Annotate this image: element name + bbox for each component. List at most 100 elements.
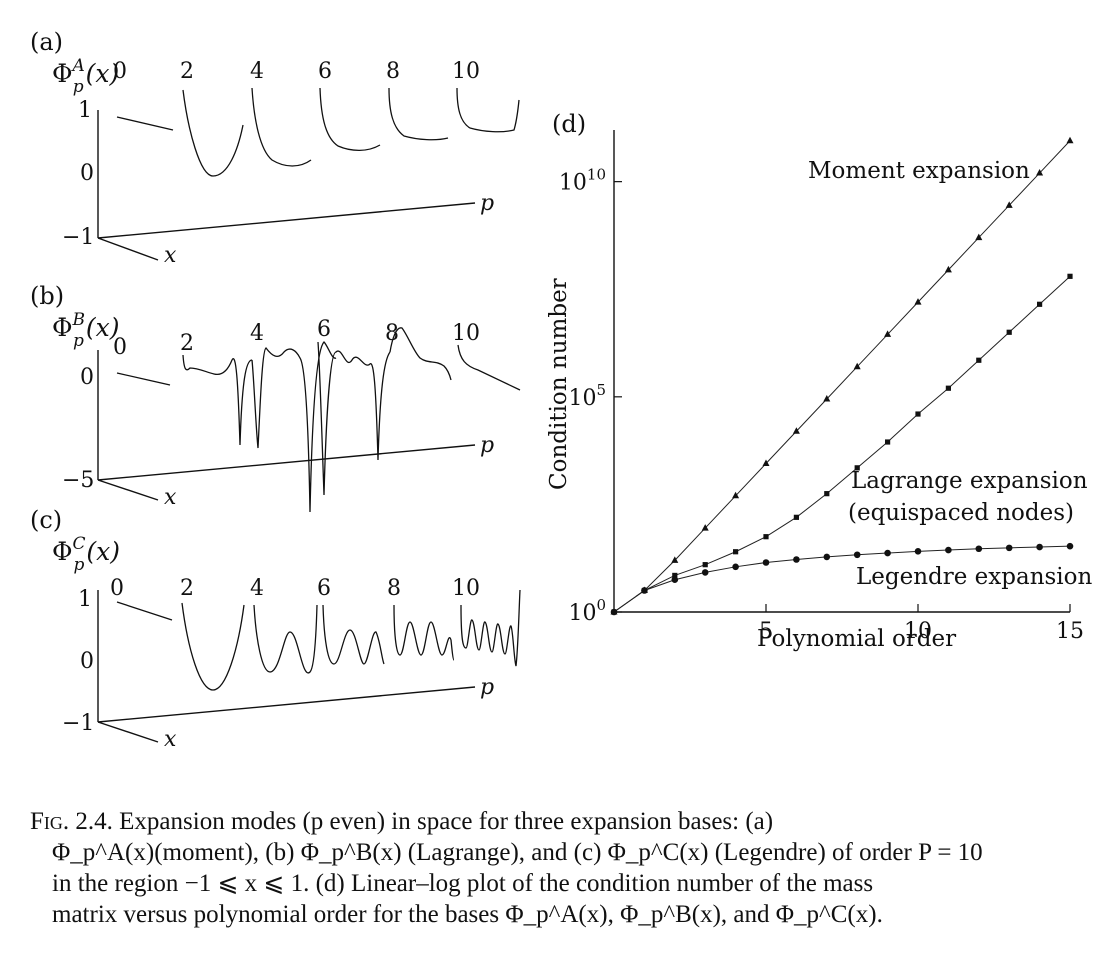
x-tick-label-10: 10 [904, 619, 932, 644]
chart-series [610, 136, 1074, 616]
panel-c-mode-6: 6 [317, 576, 331, 601]
panel-c-x-axis [97, 721, 159, 743]
series-1-point-7 [824, 491, 830, 497]
series-0-point-7 [823, 394, 831, 402]
panel-a-curve-10 [456, 87, 520, 133]
series-1-point-9 [885, 439, 891, 445]
panel-a-curve-0 [116, 116, 174, 131]
panel-a-mode-6: 6 [318, 59, 332, 84]
y-tick-label-0: 100 [568, 596, 606, 626]
series-0-point-2 [671, 556, 679, 563]
y-tick-label-10: 1010 [559, 166, 606, 196]
panel-b-mode-0: 0 [113, 335, 127, 360]
panel-a-x-label: x [164, 243, 177, 268]
series-2-point-7 [823, 553, 831, 561]
series-2-point-12 [975, 545, 983, 553]
legend-lagrange-line2: (equispaced nodes) [848, 500, 1074, 526]
panel-a-p-label: p [480, 191, 494, 216]
series-0-point-11 [944, 265, 952, 273]
panel-c-curve-8 [393, 604, 455, 661]
series-1-point-8 [854, 465, 860, 471]
chart-y-label: Condition number [546, 278, 572, 490]
panel-b-mode-4: 4 [250, 321, 264, 346]
series-1-point-14 [1037, 301, 1043, 307]
caption-line-4: matrix versus polynomial order for the b… [52, 901, 883, 928]
x-tick-label-15: 15 [1056, 619, 1084, 644]
panel-b-mode-10: 10 [452, 321, 480, 346]
panel-a-mode-0: 0 [113, 59, 127, 84]
panel-b-curve-6 [317, 341, 391, 496]
panel-b-mode-2: 2 [180, 331, 194, 356]
panel-b-x-axis [97, 479, 159, 501]
panel-c: (c) ΦC p(x) 1 0 −1 p x 0 2 4 6 8 10 [30, 506, 521, 752]
chart-x-ticks: 5 10 15 [759, 604, 1084, 644]
series-1-point-5 [763, 534, 769, 540]
series-1-point-10 [915, 411, 921, 417]
series-0-point-3 [701, 524, 709, 531]
legend-legendre: Legendre expansion [856, 564, 1093, 590]
series-1-point-12 [976, 357, 982, 363]
panel-a: (a) ΦA p(x) 1 0 −1 p x 0 2 4 6 8 10 [30, 28, 520, 268]
panel-a-p-axis [97, 202, 476, 239]
panel-d-chart: (d) 5 10 15 100 105 1010 Polynomial order Co… [546, 110, 1093, 652]
series-line-2 [613, 545, 1071, 613]
series-line-1 [613, 275, 1071, 613]
legend-lagrange: Lagrange expansion [851, 468, 1088, 494]
series-0-point-15 [1066, 136, 1074, 144]
series-2-point-0 [610, 608, 618, 616]
series-2-point-14 [1036, 543, 1043, 551]
series-0-point-6 [792, 427, 800, 434]
series-0-point-8 [853, 362, 861, 370]
panel-c-curve-10 [460, 589, 521, 667]
series-2-point-9 [884, 549, 891, 557]
panel-a-curve-2 [182, 89, 244, 177]
panel-a-ztick-0: 0 [80, 161, 94, 186]
series-2-point-10 [914, 548, 922, 555]
panel-a-ztick-m1: −1 [62, 225, 94, 250]
panel-a-curve-8 [388, 87, 449, 141]
series-2-point-3 [701, 569, 709, 576]
caption-line-3: in the region −1 ⩽ x ⩽ 1. (d) Linear–log… [52, 870, 874, 897]
panel-c-p-axis [97, 686, 476, 723]
panel-b-curve-0 [116, 372, 171, 386]
series-1-point-6 [793, 514, 799, 520]
series-2-point-6 [793, 556, 800, 563]
panel-b-p-label: p [480, 433, 494, 458]
chart-x-label: Polynomial order [757, 626, 956, 652]
series-1-point-2 [672, 572, 678, 579]
series-1-point-13 [1006, 329, 1012, 335]
series-0-point-14 [1036, 169, 1044, 176]
figure-caption: Fig. 2.4. Expansion modes (p even) in sp… [30, 806, 1086, 930]
series-2-point-1 [641, 587, 648, 594]
series-2-point-15 [1066, 542, 1074, 550]
panel-c-mode-10: 10 [452, 576, 480, 601]
panel-a-curve-4 [251, 87, 312, 167]
panel-c-curve-2 [181, 602, 245, 691]
panel-b: (b) ΦB p(x) 0 −5 p x 0 2 4 6 8 10 [30, 282, 521, 513]
panel-a-function-label: ΦA p(x) [52, 56, 119, 97]
series-1-point-4 [733, 549, 739, 555]
caption-lead: Fig. 2.4. [30, 808, 113, 835]
series-1-point-3 [702, 562, 708, 568]
caption-line-2: Φ_p^A(x)(moment), (b) Φ_p^B(x) (Lagrange… [52, 839, 983, 866]
series-0-point-10 [914, 298, 922, 305]
legend-moment: Moment expansion [808, 158, 1030, 184]
chart-y-ticks: 100 105 1010 [559, 166, 622, 626]
panel-c-ztick-m1: −1 [62, 711, 94, 736]
panel-a-curve-6 [319, 87, 381, 152]
panel-b-mode-8: 8 [385, 321, 399, 346]
panel-c-curve-6 [322, 604, 385, 665]
panel-b-x-label: x [164, 485, 177, 510]
panel-c-x-label: x [164, 727, 177, 752]
figure: (a) ΦA p(x) 1 0 −1 p x 0 2 4 6 8 10 (b) [30, 28, 1093, 752]
y-tick-label-5: 105 [568, 381, 606, 411]
panel-b-letter: (b) [30, 282, 64, 310]
panel-b-ztick-m5: −5 [62, 468, 94, 493]
panel-c-function-label: ΦC p(x) [52, 534, 120, 575]
panel-b-ztick-0: 0 [80, 365, 94, 390]
series-line-0 [613, 140, 1071, 613]
panel-b-function-label: ΦB p(x) [52, 310, 120, 351]
panel-a-mode-10: 10 [452, 59, 480, 84]
panel-c-curve-4 [253, 604, 318, 674]
series-2-point-11 [945, 546, 952, 554]
